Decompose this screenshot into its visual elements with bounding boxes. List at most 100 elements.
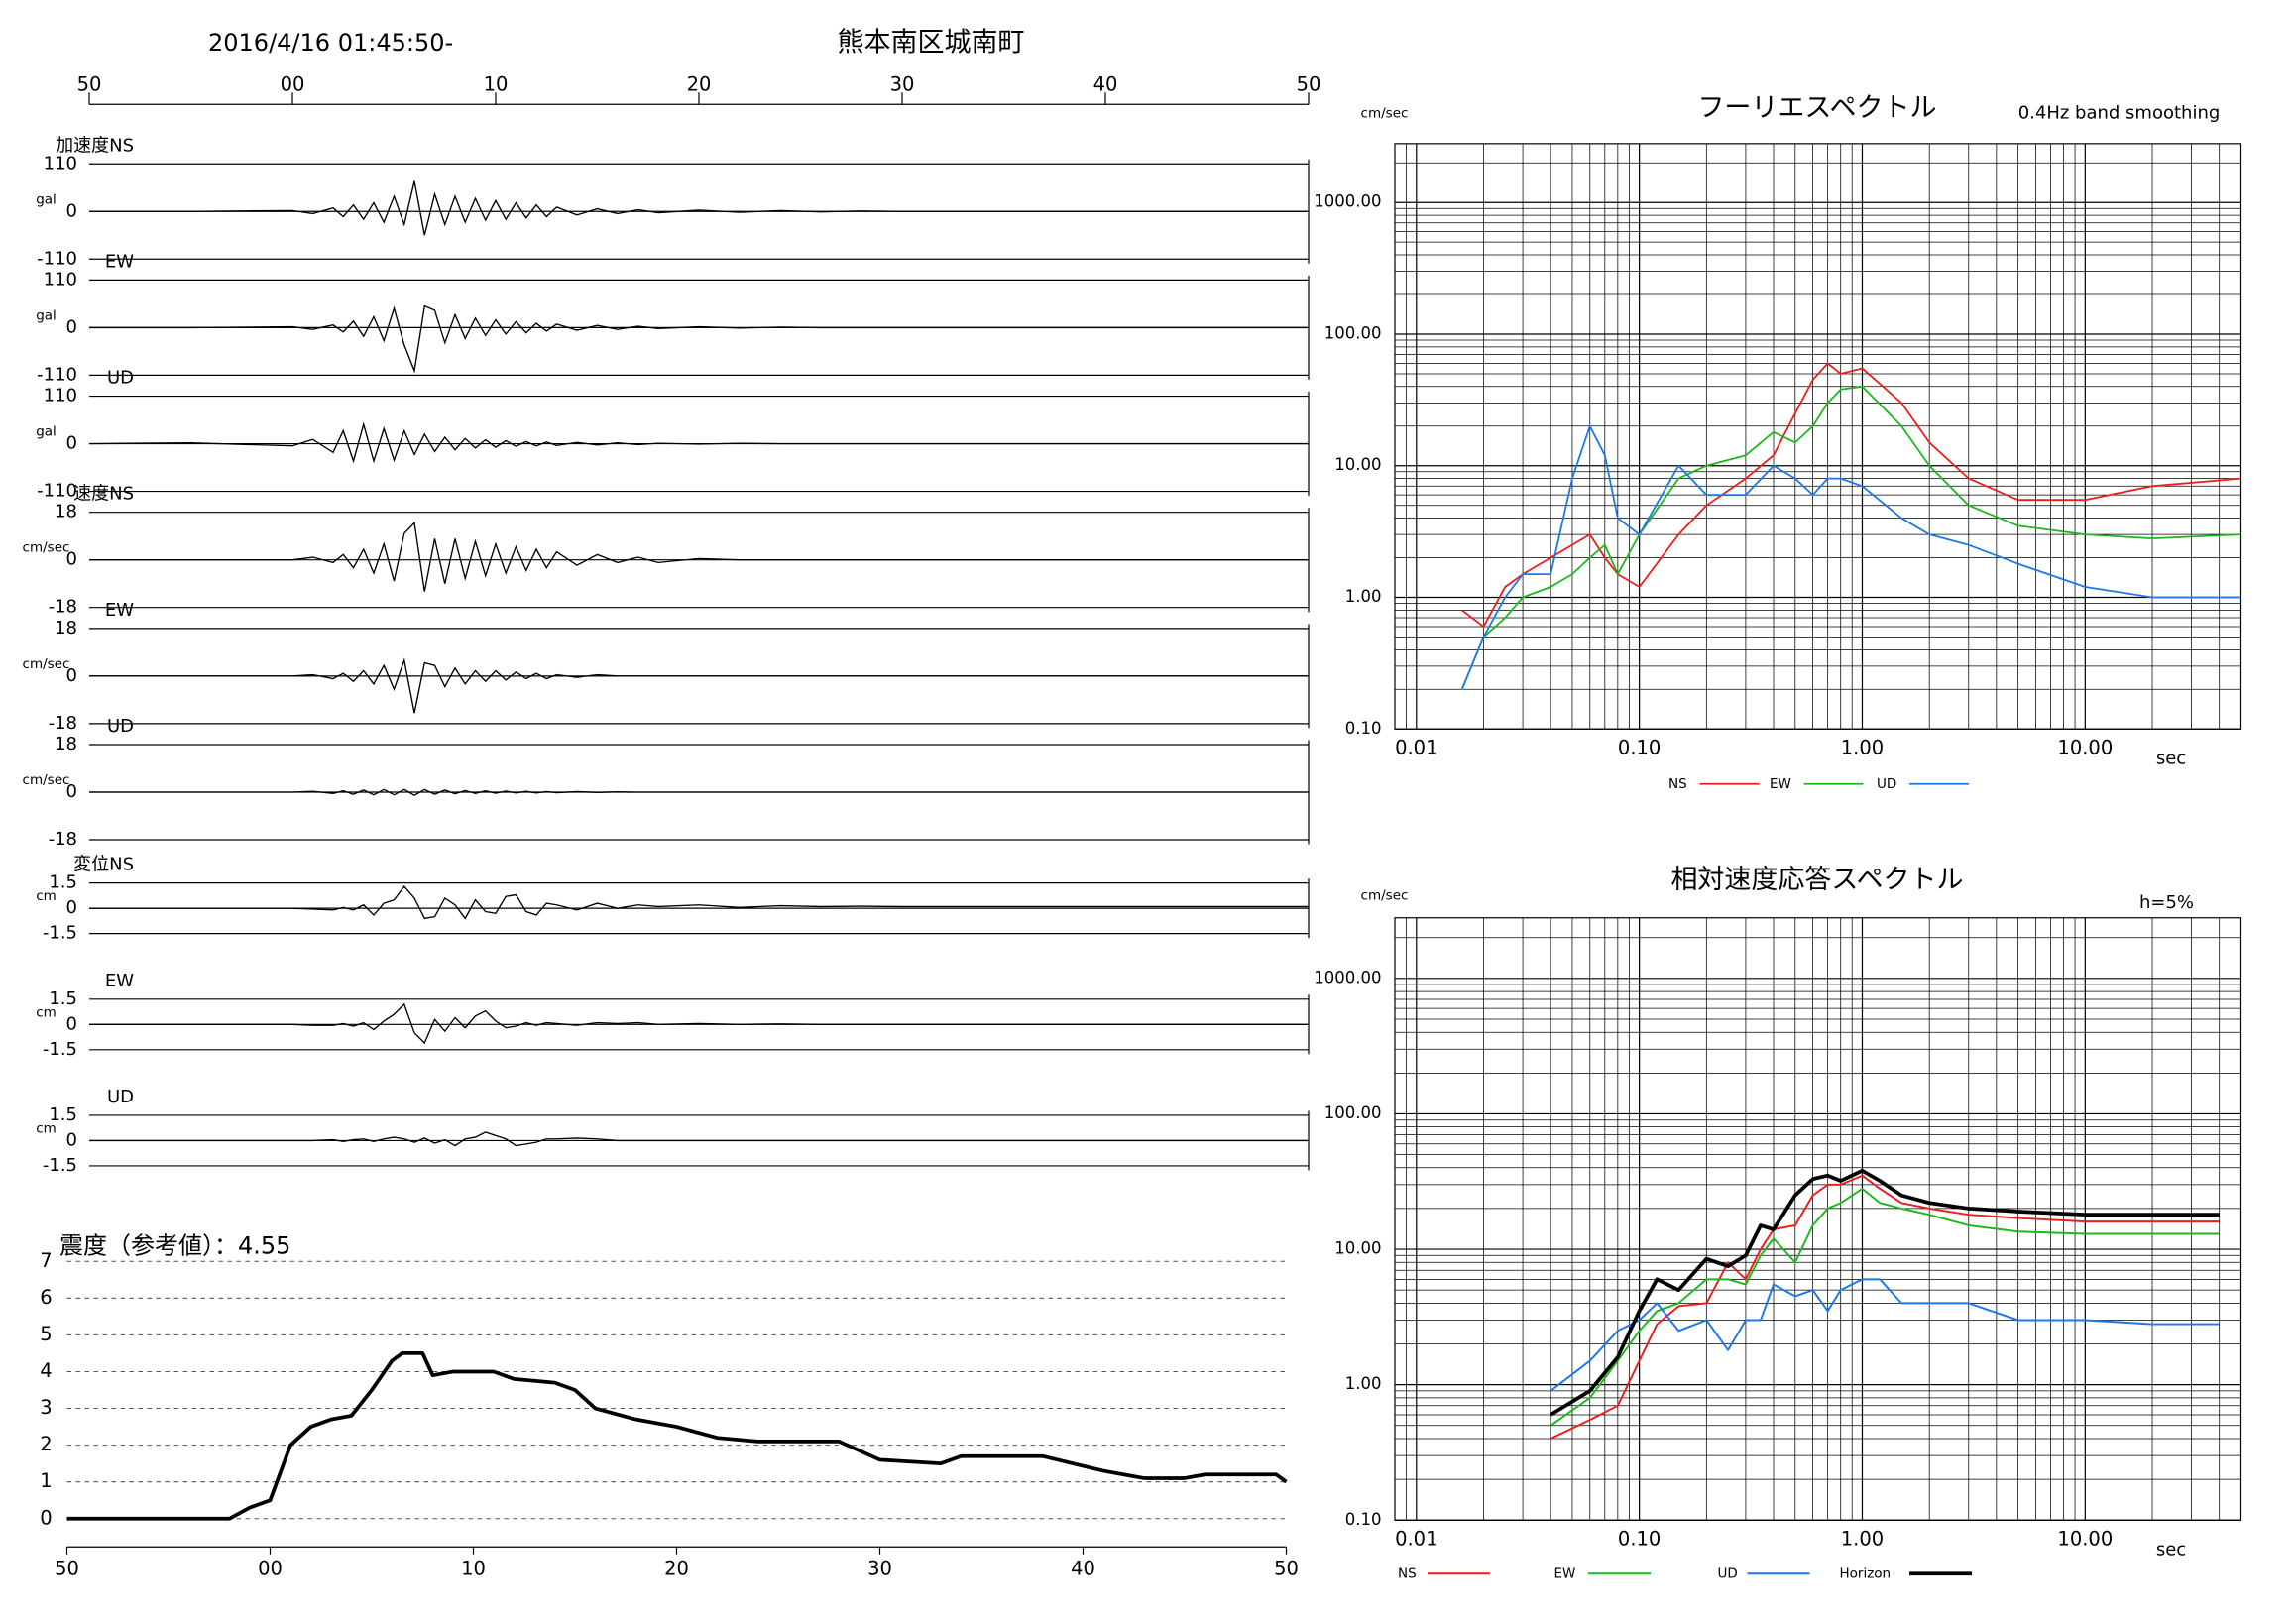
trace-name: EW — [105, 600, 134, 621]
trace-unit: cm/sec — [23, 656, 70, 672]
x-tick-label: 10 — [484, 72, 509, 95]
trace-name: UD — [107, 1087, 134, 1107]
trace-unit: cm/sec — [23, 540, 70, 556]
data-line — [1550, 1278, 2220, 1392]
trace-name: EW — [105, 251, 134, 272]
y-tick-label: 100.00 — [1324, 1103, 1382, 1122]
data-line — [1550, 1187, 2220, 1427]
record-time: 2016/4/16 01:45:50- — [208, 29, 453, 57]
waveform — [88, 421, 1309, 464]
y-tick-label: -110 — [37, 248, 77, 269]
trace-unit: cm — [36, 1120, 57, 1136]
chart-title: フーリエスペクトル — [1697, 92, 1936, 123]
y-tick-label: 110 — [44, 386, 77, 406]
waveform — [89, 1002, 1309, 1045]
legend-label: UD — [1877, 776, 1896, 792]
x-tick-label: 30 — [867, 1557, 892, 1579]
chart-title: 相対速度応答スペクトル — [1670, 865, 1963, 895]
chart-subtitle: 0.4Hz band smoothing — [2018, 102, 2221, 123]
y-tick-label: 1 — [40, 1469, 52, 1492]
y-tick-label: 1.00 — [1345, 1374, 1382, 1393]
y-tick-label: 0 — [66, 1129, 77, 1150]
y-tick-label: 110 — [44, 153, 77, 174]
trace-name: 加速度NS — [56, 135, 134, 156]
x-tick-label: 50 — [1274, 1557, 1299, 1579]
waveform — [89, 788, 1309, 796]
y-tick-label: 0 — [66, 433, 77, 454]
y-tick-label: 0.10 — [1345, 719, 1382, 738]
x-tick-label: 10.00 — [2057, 1527, 2113, 1550]
y-tick-label: 1.5 — [49, 872, 77, 893]
x-tick-label: 0.10 — [1618, 736, 1661, 758]
y-tick-label: 6 — [40, 1286, 52, 1309]
y-tick-label: 0 — [66, 316, 77, 337]
y-tick-label: 1.5 — [49, 988, 77, 1009]
y-tick-label: 100.00 — [1324, 323, 1382, 342]
y-tick-label: 18 — [55, 734, 77, 754]
waveform — [89, 657, 1309, 714]
y-tick-label: 0 — [66, 549, 77, 570]
legend-label: UD — [1718, 1565, 1738, 1581]
y-tick-label: 5 — [40, 1323, 52, 1345]
x-tick-label: 0.10 — [1618, 1527, 1661, 1550]
trace-unit: gal — [36, 424, 57, 440]
chart-title: 震度（参考値）：4.55 — [59, 1231, 290, 1259]
data-line — [66, 1351, 1288, 1521]
y-tick-label: -1.5 — [43, 1039, 77, 1060]
y-tick-label: 10.00 — [1334, 1239, 1381, 1258]
y-tick-label: 0 — [66, 1013, 77, 1034]
y-tick-label: -1.5 — [43, 1155, 77, 1176]
y-tick-label: -18 — [49, 829, 77, 850]
waveform — [89, 304, 1309, 374]
y-tick-label: 1000.00 — [1314, 192, 1381, 211]
trace-name: 変位NS — [73, 855, 134, 875]
trace-name: UD — [107, 716, 134, 737]
y-tick-label: 2 — [40, 1433, 52, 1455]
x-tick-label: 40 — [1071, 1557, 1095, 1579]
x-tick-label: 50 — [77, 72, 102, 95]
y-tick-label: 0.10 — [1345, 1510, 1382, 1529]
y-tick-label: 18 — [55, 502, 77, 522]
y-tick-label: 110 — [44, 269, 77, 290]
y-tick-label: 18 — [55, 618, 77, 638]
data-line — [1550, 1168, 2220, 1417]
trace-name: 速度NS — [73, 484, 134, 505]
trace-unit: cm — [36, 888, 57, 904]
x-tick-label: 50 — [55, 1557, 79, 1579]
y-tick-label: 4 — [40, 1359, 52, 1382]
data-line — [1550, 1174, 2220, 1440]
legend-label: NS — [1398, 1565, 1417, 1581]
legend-label: EW — [1554, 1565, 1576, 1581]
x-tick-label: 1.00 — [1841, 1527, 1884, 1550]
trace-unit: cm — [36, 1004, 57, 1020]
y-tick-label: 0 — [40, 1506, 52, 1529]
y-axis-label: cm/sec — [1361, 887, 1409, 903]
chart-subtitle: h=5% — [2139, 892, 2194, 913]
y-tick-label: -1.5 — [43, 923, 77, 944]
y-tick-label: -18 — [49, 597, 77, 618]
y-tick-label: -110 — [37, 364, 77, 385]
x-tick-label: 00 — [281, 72, 305, 95]
y-tick-label: 1.00 — [1345, 587, 1382, 606]
waveform — [89, 521, 1309, 592]
data-line — [1460, 424, 2241, 690]
y-tick-label: 1000.00 — [1314, 968, 1381, 986]
y-tick-label: 0 — [66, 781, 77, 802]
x-tick-label: 0.01 — [1395, 1527, 1437, 1550]
x-axis-label: sec — [2156, 748, 2186, 768]
x-tick-label: 1.00 — [1841, 736, 1884, 758]
data-line — [1460, 385, 2241, 690]
trace-unit: gal — [36, 307, 57, 323]
waveform — [89, 1131, 1309, 1147]
station-name: 熊本南区城南町 — [838, 27, 1025, 58]
legend-label: EW — [1770, 776, 1791, 792]
waveform — [89, 884, 1309, 920]
y-axis-label: cm/sec — [1361, 105, 1409, 121]
y-tick-label: 0 — [66, 200, 77, 221]
trace-unit: cm/sec — [23, 772, 70, 788]
waveform — [89, 180, 1309, 236]
x-tick-label: 10.00 — [2057, 736, 2113, 758]
